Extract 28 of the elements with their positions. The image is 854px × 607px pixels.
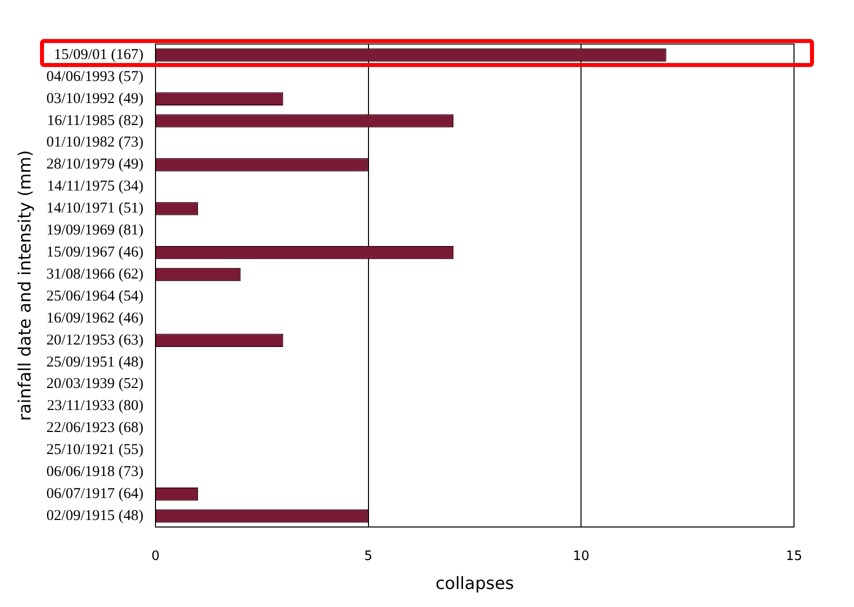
y-tick-label: 16/09/1962 (46) xyxy=(46,310,144,326)
y-tick-label: 20/12/1953 (63) xyxy=(46,332,144,348)
y-tick-label: 15/09/1967 (46) xyxy=(46,244,144,261)
y-tick-label: 31/08/1966 (62) xyxy=(46,266,144,282)
y-tick-label: 25/10/1921 (55) xyxy=(46,442,144,458)
x-axis-title: collapses xyxy=(435,574,514,594)
y-tick-label: 14/11/1975 (34) xyxy=(46,178,144,195)
y-tick-label: 20/03/1939 (52) xyxy=(46,376,144,392)
y-tick-label: 19/09/1969 (81) xyxy=(46,222,144,239)
x-tick-label: 0 xyxy=(151,549,160,564)
y-tick-label: 06/06/1918 (73) xyxy=(46,464,144,480)
y-axis-title: rainfall date and intensity (mm) xyxy=(16,150,36,421)
y-tick-label: 16/11/1985 (82) xyxy=(46,112,144,129)
y-tick-label: 14/10/1971 (51) xyxy=(46,200,144,217)
y-tick-label: 15/09/01 (167) xyxy=(54,46,144,63)
y-tick-label: 03/10/1992 (49) xyxy=(46,90,144,107)
y-tick-label: 25/09/1951 (48) xyxy=(46,354,144,370)
y-tick-label: 25/06/1964 (54) xyxy=(46,288,144,304)
y-tick-label: 06/07/1917 (64) xyxy=(46,486,144,502)
y-tick-label: 04/06/1993 (57) xyxy=(46,68,144,85)
y-tick-label: 01/10/1982 (73) xyxy=(46,134,144,151)
x-tick-label: 5 xyxy=(364,549,372,564)
y-tick-label: 02/09/1915 (48) xyxy=(46,508,144,524)
y-tick-label: 23/11/1933 (80) xyxy=(46,398,144,414)
y-tick-label: 22/06/1923 (68) xyxy=(46,420,144,436)
y-tick-label: 28/10/1979 (49) xyxy=(46,156,144,173)
x-tick-label: 10 xyxy=(572,549,590,564)
x-tick-label: 15 xyxy=(786,549,802,564)
